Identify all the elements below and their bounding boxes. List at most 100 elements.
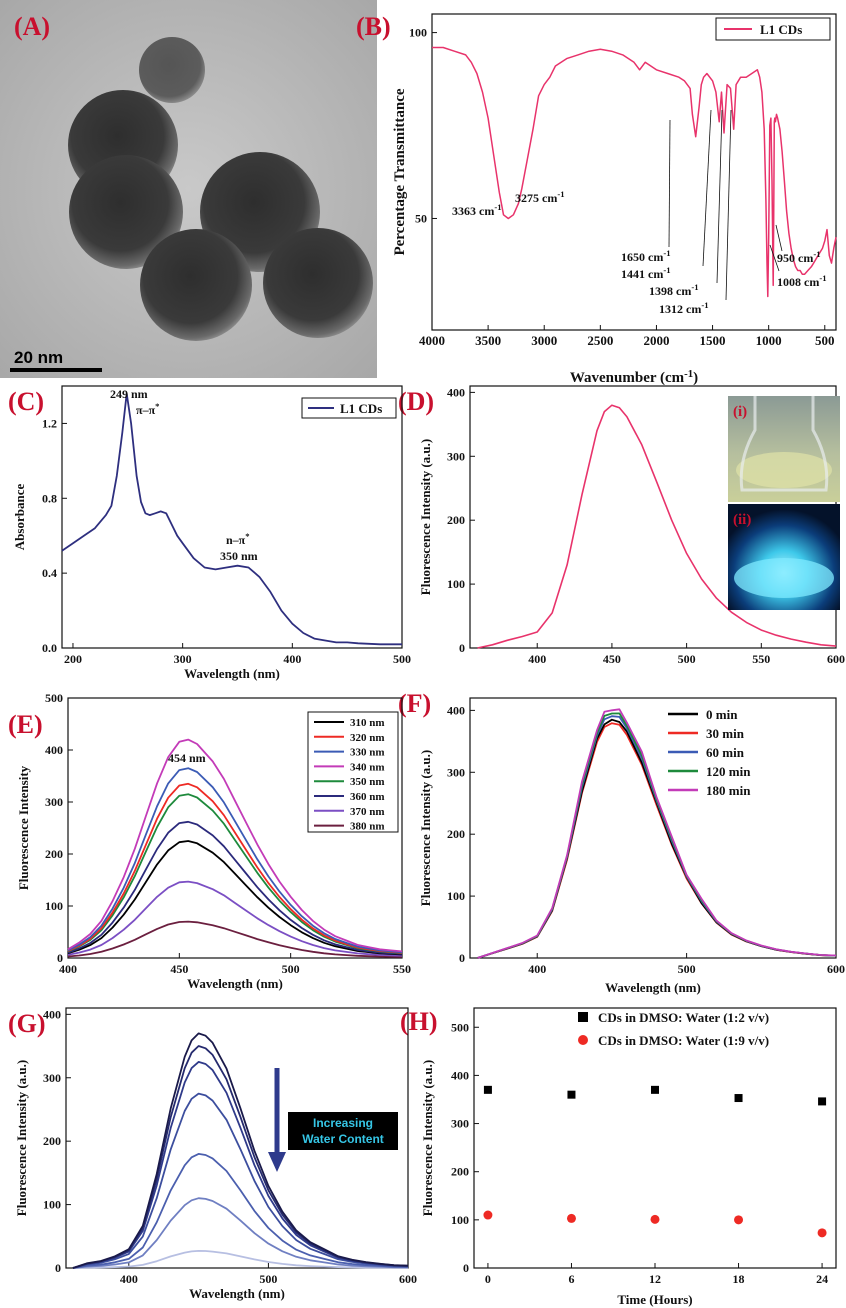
scale-bar — [10, 368, 102, 372]
x-tick-label: 1000 — [756, 333, 782, 348]
water-series-line — [72, 1061, 409, 1269]
x-tick-label: 2000 — [643, 333, 669, 348]
y-tick-label: 100 — [43, 1198, 61, 1212]
vial-outline — [739, 396, 829, 492]
y-tick-label: 400 — [43, 1007, 61, 1021]
time-series-line — [477, 712, 837, 959]
x-tick-label: 2500 — [587, 333, 613, 348]
legend-label: L1 CDs — [340, 401, 382, 416]
absorbance-annotation: 350 nm — [220, 549, 258, 563]
panel-letter-c: (C) — [8, 387, 44, 416]
x-tick-label: 3500 — [475, 333, 501, 348]
down-arrow-icon — [268, 1152, 286, 1172]
y-tick-label: 500 — [451, 1020, 469, 1034]
x-tick-label: 300 — [174, 652, 192, 666]
chart-d-fluorescence: 400 450 500 550 600 0 100 200 300 400 Fluorescence… — [418, 385, 845, 666]
x-axis-label: Time (Hours) — [617, 1292, 692, 1307]
absorbance-annotation: n–π* — [226, 531, 250, 547]
x-tick-label: 400 — [59, 962, 77, 976]
x-tick-label: 500 — [393, 652, 411, 666]
annotation-leader — [775, 224, 783, 252]
x-tick-label: 400 — [283, 652, 301, 666]
legend-label: 120 min — [706, 764, 751, 779]
panel-a: 20 nm (A) — [0, 0, 377, 378]
panel-letter-f: (F) — [398, 689, 431, 718]
data-point-square — [651, 1085, 659, 1094]
x-axis-label: Wavelength (nm) — [189, 1286, 285, 1301]
ftir-annotation: 1398 cm-1 — [649, 282, 699, 298]
y-tick-label: 50 — [415, 211, 427, 225]
legend-label: 60 min — [706, 745, 745, 760]
excitation-series-line — [67, 920, 403, 958]
legend-label: 0 min — [706, 707, 738, 722]
data-point-square — [818, 1097, 827, 1106]
x-tick-label: 450 — [170, 962, 188, 976]
x-tick-label: 500 — [678, 962, 696, 976]
ftir-annotation: 3363 cm-1 — [452, 202, 502, 218]
chart-c-absorbance: 200 300 400 500 0.0 0.4 0.8 1.2 Wavelength (nm) A… — [12, 385, 411, 681]
y-axis-label: Fluorescence Intensity (a.u.) — [420, 1060, 435, 1216]
time-series-line — [477, 718, 837, 959]
callout-box — [288, 1112, 398, 1150]
x-tick-label: 600 — [399, 1272, 417, 1286]
water-content-callout: Increasing Water Content — [268, 1068, 398, 1172]
y-tick-label: 300 — [451, 1117, 469, 1131]
legend-label: 320 nm — [350, 732, 385, 744]
excitation-series-line — [67, 767, 403, 954]
x-tick-label: 400 — [528, 652, 546, 666]
y-tick-label: 200 — [43, 1134, 61, 1148]
legend-label: CDs in DMSO: Water (1:9 v/v) — [598, 1033, 769, 1048]
legend-marker-square — [578, 1012, 588, 1022]
x-tick-label: 400 — [120, 1272, 138, 1286]
time-series-line — [477, 708, 837, 959]
x-axis-label: Wavelength (nm) — [184, 666, 280, 681]
legend-box — [301, 397, 397, 419]
x-tick-label: 600 — [827, 652, 845, 666]
y-axis-label: Absorbance — [12, 484, 27, 551]
x-tick-label: 550 — [393, 962, 411, 976]
absorbance-annotation: 249 nm — [110, 387, 148, 401]
panel-letter-b: (B) — [356, 12, 391, 41]
y-tick-label: 100 — [409, 26, 427, 40]
panel-letter-g: (G) — [8, 1009, 46, 1038]
callout-line-1: Increasing — [313, 1116, 373, 1130]
y-axis-label: Percentage Transmittance — [392, 88, 408, 255]
peak-label: 454 nm — [168, 751, 206, 765]
legend-label: L1 CDs — [760, 22, 802, 37]
legend-label: CDs in DMSO: Water (1:2 v/v) — [598, 1010, 769, 1025]
chart-g-water-content: 400 500 600 0 100 200 300 400 Wavelength (nm) Flu… — [14, 1007, 417, 1301]
y-tick-label: 100 — [447, 889, 465, 903]
legend-box — [715, 17, 831, 41]
plot-frame — [65, 1007, 409, 1269]
y-tick-label: 1.2 — [42, 416, 57, 430]
y-tick-label: 0 — [459, 951, 465, 965]
plot-frame — [67, 697, 403, 959]
excitation-series-line — [67, 738, 403, 953]
x-tick-label: 6 — [568, 1272, 574, 1286]
tem-particle — [140, 229, 252, 341]
plot-frame — [431, 13, 837, 331]
y-tick-label: 500 — [45, 691, 63, 705]
data-point-circle — [817, 1228, 827, 1238]
tem-particle — [69, 155, 183, 269]
panel-letter-h: (H) — [400, 1007, 438, 1036]
y-tick-label: 0.4 — [42, 566, 57, 580]
tem-particle — [263, 228, 373, 338]
x-axis-label: Wavelength (nm) — [605, 980, 701, 995]
y-tick-label: 300 — [43, 1071, 61, 1085]
water-series-line — [72, 1250, 408, 1269]
x-axis-label: Wavenumber (cm-1) — [570, 368, 698, 386]
y-tick-label: 0 — [55, 1261, 61, 1275]
legend-label: 350 nm — [350, 776, 385, 788]
legend-label: 380 nm — [350, 821, 385, 833]
photo-insets: (i) (ii) — [728, 396, 840, 610]
water-series-line — [72, 1092, 409, 1269]
x-tick-label: 200 — [64, 652, 82, 666]
x-tick-label: 24 — [816, 1272, 828, 1286]
ftir-annotation: 1008 cm-1 — [777, 273, 827, 289]
annotation-leader — [702, 109, 712, 267]
panel-letter-e: (E) — [8, 710, 43, 739]
water-series-line — [72, 1197, 409, 1269]
vial-glow — [734, 558, 834, 598]
